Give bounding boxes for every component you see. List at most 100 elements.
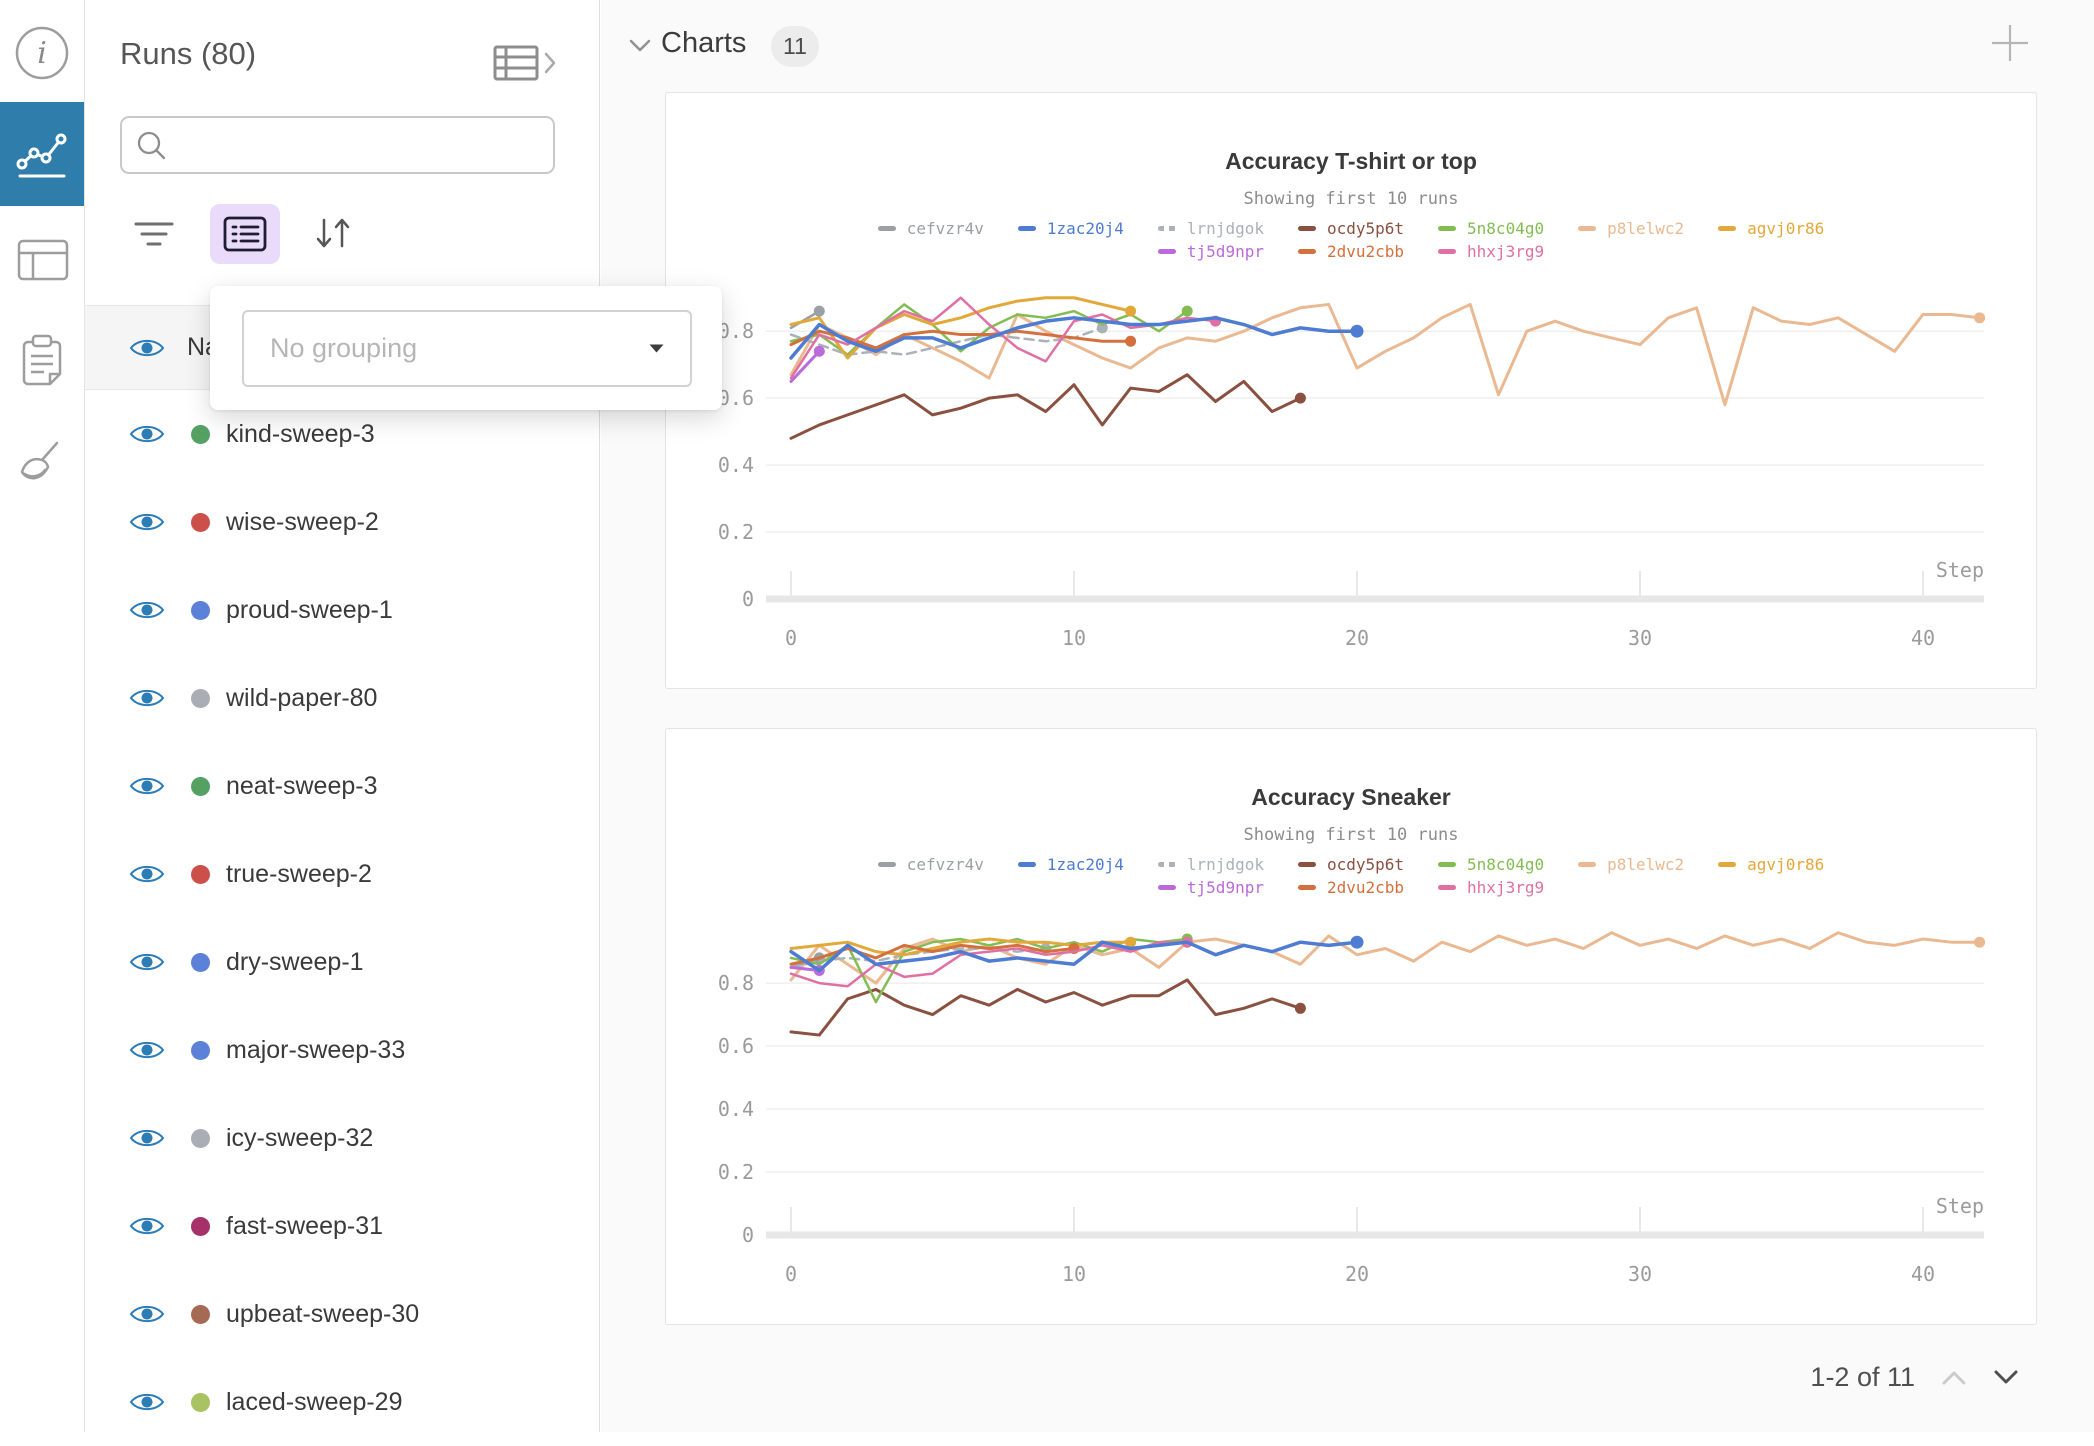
sweep-broom-nav-button[interactable] — [0, 434, 84, 496]
runs-search-input[interactable] — [176, 130, 539, 160]
legend-item-1zac20j4[interactable]: 1zac20j4 — [1017, 219, 1124, 238]
svg-text:40: 40 — [1911, 626, 1935, 650]
legend-item-ocdy5p6t[interactable]: ocdy5p6t — [1297, 219, 1405, 238]
run-row[interactable]: wise-sweep-2 — [85, 478, 599, 566]
run-color-dot — [191, 1216, 210, 1236]
legend-item-tj5d9npr[interactable]: tj5d9npr — [1157, 242, 1264, 261]
visibility-eye-icon[interactable] — [129, 1389, 165, 1415]
run-row[interactable]: dry-sweep-1 — [85, 918, 599, 1006]
series-line-p8lelwc2[interactable] — [789, 302, 1982, 407]
notes-nav-button[interactable] — [0, 330, 84, 392]
add-panel-button[interactable] — [1989, 22, 2031, 64]
run-row[interactable]: laced-sweep-29 — [85, 1358, 599, 1446]
legend-item-cefvzr4v[interactable]: cefvzr4v — [877, 855, 984, 874]
grouping-select[interactable]: No grouping — [242, 310, 692, 387]
series-line-ocdy5p6t[interactable] — [789, 978, 1302, 1037]
section-collapse-button[interactable] — [628, 38, 652, 58]
series-line-hhxj3rg9[interactable] — [789, 296, 1217, 380]
legend-item-lrnjdgok[interactable]: lrnjdgok — [1157, 855, 1264, 874]
run-row[interactable]: proud-sweep-1 — [85, 566, 599, 654]
runs-toolbar — [85, 204, 599, 266]
runs-search-box[interactable] — [120, 116, 555, 174]
table-expand-icon — [493, 45, 556, 81]
clipboard-icon — [22, 334, 62, 386]
runs-table-nav-button[interactable] — [0, 230, 84, 288]
legend-item-cefvzr4v[interactable]: cefvzr4v — [877, 219, 984, 238]
series-end-dot-5n8c04g0 — [1181, 305, 1193, 317]
svg-text:0.6: 0.6 — [718, 386, 754, 410]
series-line-2dvu2cbb[interactable] — [789, 329, 1133, 350]
run-row[interactable]: icy-sweep-32 — [85, 1094, 599, 1182]
run-color-dot — [191, 424, 210, 444]
run-row[interactable]: fast-sweep-31 — [85, 1182, 599, 1270]
series-line-ocdy5p6t[interactable] — [789, 373, 1302, 440]
legend-label: tj5d9npr — [1186, 242, 1264, 261]
run-row[interactable]: neat-sweep-3 — [85, 742, 599, 830]
legend-item-5n8c04g0[interactable]: 5n8c04g0 — [1438, 855, 1544, 874]
filter-button[interactable] — [133, 220, 175, 255]
pagination-next-icon[interactable] — [1993, 1370, 2019, 1385]
legend-swatch — [1297, 885, 1316, 890]
sort-button[interactable] — [313, 215, 353, 256]
legend-item-2dvu2cbb[interactable]: 2dvu2cbb — [1297, 878, 1404, 897]
series-line-agvj0r86[interactable] — [789, 296, 1133, 360]
legend-item-tj5d9npr[interactable]: tj5d9npr — [1157, 878, 1264, 897]
legend-item-1zac20j4[interactable]: 1zac20j4 — [1017, 855, 1124, 874]
svg-text:Step: Step — [1936, 558, 1984, 582]
expand-runs-table-button[interactable] — [493, 42, 559, 89]
visibility-eye-icon[interactable] — [129, 1213, 165, 1239]
legend-swatch — [877, 862, 896, 867]
series-line-1zac20j4[interactable] — [789, 316, 1359, 360]
legend-item-hhxj3rg9[interactable]: hhxj3rg9 — [1438, 878, 1544, 897]
plus-icon — [1992, 25, 2028, 61]
legend-item-agvj0r86[interactable]: agvj0r86 — [1718, 855, 1824, 874]
run-row[interactable]: kind-sweep-3 — [85, 390, 599, 478]
runs-panel: Runs (80) — [85, 0, 600, 1432]
legend-label: p8lelwc2 — [1607, 855, 1685, 874]
info-button[interactable]: i — [0, 24, 84, 82]
sort-icon — [316, 218, 350, 248]
visibility-eye-icon[interactable] — [129, 509, 165, 535]
legend-label: 5n8c04g0 — [1467, 219, 1545, 238]
legend-item-2dvu2cbb[interactable]: 2dvu2cbb — [1297, 242, 1404, 261]
legend-item-lrnjdgok[interactable]: lrnjdgok — [1157, 219, 1264, 238]
run-row[interactable]: true-sweep-2 — [85, 830, 599, 918]
legend-label: 1zac20j4 — [1046, 855, 1124, 874]
legend-item-p8lelwc2[interactable]: p8lelwc2 — [1578, 219, 1684, 238]
visibility-eye-icon[interactable] — [129, 421, 165, 447]
legend-item-agvj0r86[interactable]: agvj0r86 — [1718, 219, 1824, 238]
svg-text:0.6: 0.6 — [718, 1034, 754, 1058]
run-row[interactable]: upbeat-sweep-30 — [85, 1270, 599, 1358]
legend-label: cefvzr4v — [906, 855, 984, 874]
visibility-eye-icon[interactable] — [129, 949, 165, 975]
visibility-eye-icon[interactable] — [129, 1037, 165, 1063]
visibility-eye-icon[interactable] — [129, 685, 165, 711]
legend-swatch — [1297, 862, 1316, 867]
svg-text:0.8: 0.8 — [718, 319, 754, 343]
run-row[interactable]: major-sweep-33 — [85, 1006, 599, 1094]
legend-item-ocdy5p6t[interactable]: ocdy5p6t — [1297, 855, 1404, 874]
series-line-tj5d9npr[interactable] — [789, 349, 821, 383]
group-list-view-button[interactable] — [210, 204, 280, 264]
visibility-eye-icon[interactable] — [129, 861, 165, 887]
chart-panel[interactable]: 0 0.2 0.4 0.6 0.8 0 10 20 30 40 Step Accuracy Snea… — [665, 728, 2037, 1325]
run-name: true-sweep-2 — [226, 859, 372, 888]
visibility-eye-icon[interactable] — [129, 597, 165, 623]
run-row[interactable]: wild-paper-80 — [85, 654, 599, 742]
chart-panel[interactable]: 0 0.2 0.4 0.6 0.8 0 10 20 30 40 Step Accuracy T-sh… — [665, 92, 2037, 689]
legend-item-p8lelwc2[interactable]: p8lelwc2 — [1578, 855, 1684, 874]
series-line-1zac20j4[interactable] — [789, 940, 1359, 973]
visibility-eye-icon[interactable] — [129, 1125, 165, 1151]
visibility-eye-icon[interactable] — [129, 335, 165, 361]
pagination-prev-icon[interactable] — [1941, 1370, 1967, 1385]
legend-item-5n8c04g0[interactable]: 5n8c04g0 — [1438, 219, 1544, 238]
visibility-eye-icon[interactable] — [129, 773, 165, 799]
workspace-charts-nav-button[interactable] — [0, 102, 84, 206]
series-line-hhxj3rg9[interactable] — [789, 940, 1189, 988]
legend-label: ocdy5p6t — [1326, 219, 1405, 238]
svg-text:0.2: 0.2 — [718, 520, 754, 544]
legend-item-hhxj3rg9[interactable]: hhxj3rg9 — [1438, 242, 1544, 261]
visibility-eye-icon[interactable] — [129, 1301, 165, 1327]
svg-text:40: 40 — [1911, 1262, 1935, 1286]
svg-text:0.2: 0.2 — [718, 1160, 754, 1184]
